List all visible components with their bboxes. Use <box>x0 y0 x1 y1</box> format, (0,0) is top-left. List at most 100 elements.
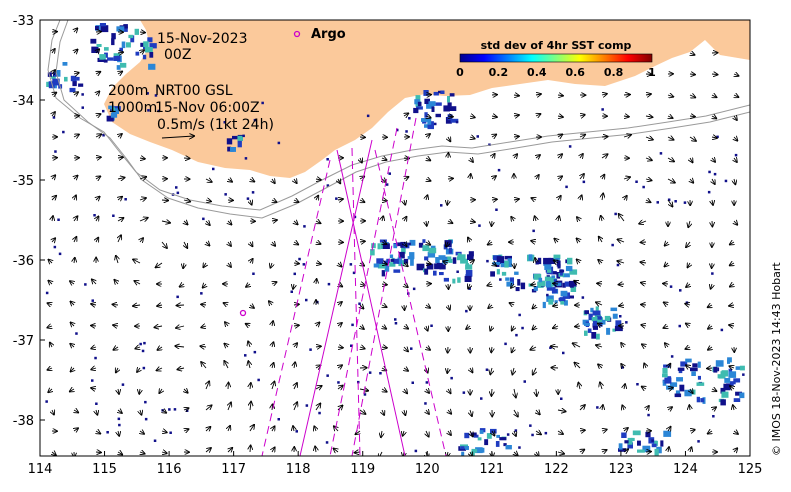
sst-pixel <box>326 374 329 377</box>
current-arrow <box>597 283 603 284</box>
current-arrow <box>690 179 693 183</box>
sst-pixel <box>424 124 430 128</box>
sst-pixel <box>403 258 409 264</box>
current-arrow <box>553 283 559 284</box>
current-arrow <box>157 305 163 306</box>
sst-pixel <box>499 278 502 281</box>
current-arrow <box>514 431 516 436</box>
sst-pixel <box>565 185 568 189</box>
current-arrow <box>624 428 628 431</box>
sst-pixel <box>408 117 411 120</box>
current-arrow <box>448 305 450 310</box>
x-tick-label: 123 <box>608 462 633 477</box>
current-arrow <box>272 382 275 390</box>
sst-pixel <box>124 198 127 201</box>
sst-pixel <box>568 145 572 148</box>
sst-pixel <box>394 318 397 321</box>
sst-pixel <box>277 141 281 145</box>
sst-pixel <box>396 128 399 132</box>
sst-pixel <box>102 134 105 137</box>
current-arrow <box>558 216 559 221</box>
sst-pixel <box>505 277 510 281</box>
current-arrow <box>645 137 653 140</box>
current-arrow <box>70 281 74 284</box>
current-arrow <box>708 431 712 434</box>
sst-pixel <box>656 446 662 454</box>
sst-pixel <box>676 377 683 382</box>
sst-pixel <box>51 75 56 79</box>
sst-pixel <box>434 263 442 270</box>
current-arrow <box>95 157 101 158</box>
sst-pixel <box>739 365 745 371</box>
current-arrow <box>491 346 492 352</box>
sst-pixel <box>422 239 426 243</box>
sst-pixel <box>253 350 257 354</box>
sst-pixel <box>457 277 461 283</box>
current-arrow <box>624 196 627 200</box>
current-arrow <box>487 284 492 286</box>
sst-pixel <box>397 257 403 264</box>
sst-pixel <box>723 383 731 391</box>
sst-pixel <box>379 239 387 243</box>
current-arrow <box>47 368 52 370</box>
current-arrow <box>426 347 430 350</box>
current-arrow <box>690 53 695 55</box>
sst-pixel <box>497 168 501 172</box>
current-arrow <box>558 176 562 179</box>
sst-pixel <box>708 170 711 174</box>
current-arrow <box>686 241 690 247</box>
current-arrow <box>734 116 737 120</box>
sst-pixel <box>405 130 408 133</box>
current-arrow <box>491 199 497 200</box>
sst-pixel <box>486 259 489 263</box>
scale-arrow-label: 0.5m/s (1kt 24h) <box>157 117 274 133</box>
current-arrow <box>338 323 342 326</box>
current-arrow <box>426 305 430 308</box>
current-arrow <box>598 364 602 368</box>
current-arrow <box>381 200 387 201</box>
current-arrow <box>404 409 405 415</box>
current-arrow <box>228 179 232 182</box>
sst-pixel <box>119 47 123 52</box>
current-arrow <box>183 262 184 268</box>
sst-pixel <box>428 247 437 254</box>
sst-pixel <box>465 309 468 313</box>
colorbar-gradient <box>459 53 653 63</box>
current-arrow <box>574 363 581 369</box>
sst-pixel <box>426 263 434 270</box>
current-arrow <box>250 383 251 390</box>
current-arrow <box>225 322 228 326</box>
current-arrow <box>730 284 734 287</box>
sst-pixel <box>564 281 570 287</box>
current-arrow <box>531 284 537 285</box>
sst-pixel <box>91 46 99 53</box>
current-arrow <box>580 174 584 180</box>
current-arrow <box>201 326 206 327</box>
sst-pixel <box>443 277 449 282</box>
colorbar-title: std dev of 4hr SST comp <box>481 39 632 52</box>
current-arrow <box>514 452 518 455</box>
sst-pixel <box>147 37 153 43</box>
current-arrow <box>96 216 99 221</box>
sst-pixel <box>674 200 677 203</box>
sst-pixel <box>75 332 78 335</box>
current-arrow <box>492 176 496 179</box>
sst-pixel <box>496 269 500 275</box>
current-arrow <box>96 431 100 434</box>
current-arrow <box>250 402 251 411</box>
sst-pixel <box>456 256 465 261</box>
current-arrow <box>707 368 713 369</box>
current-arrow <box>514 409 518 417</box>
current-arrow <box>315 346 321 347</box>
current-arrow <box>250 305 254 308</box>
current-arrow <box>468 238 470 243</box>
current-arrow <box>618 239 625 242</box>
current-arrow <box>598 324 602 327</box>
sst-pixel <box>504 342 507 346</box>
sst-pixel <box>123 24 128 29</box>
sst-pixel <box>413 107 419 114</box>
sst-pixel <box>624 440 629 444</box>
current-arrow <box>511 284 514 288</box>
current-arrow <box>74 176 78 179</box>
x-tick-label: 118 <box>286 462 311 477</box>
